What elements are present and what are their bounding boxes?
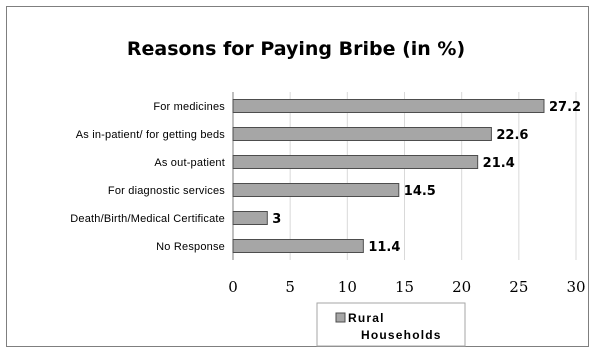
legend-label-line-2: Households xyxy=(361,328,442,342)
value-label: 3 xyxy=(272,212,281,227)
category-label: As in-patient/ for getting beds xyxy=(76,129,226,141)
bar xyxy=(232,211,268,225)
category-labels: For medicines As in-patient/ for getting … xyxy=(70,101,225,253)
legend-label-line-1: Rural xyxy=(348,311,385,325)
x-tick-label: 0 xyxy=(228,278,238,296)
bar xyxy=(232,155,479,169)
x-tick-label: 10 xyxy=(338,278,357,296)
category-label: No Response xyxy=(156,241,225,253)
category-label: For diagnostic services xyxy=(108,185,225,197)
bar xyxy=(232,239,364,253)
category-label: For medicines xyxy=(153,101,225,113)
value-label: 14.5 xyxy=(404,184,436,199)
gridlines xyxy=(232,92,577,260)
legend-swatch xyxy=(335,312,346,323)
legend-box xyxy=(316,302,466,347)
x-tick-label: 5 xyxy=(285,278,295,296)
value-label: 11.4 xyxy=(368,240,400,255)
category-label: As out-patient xyxy=(154,157,225,169)
x-tick-label: 30 xyxy=(566,278,585,296)
x-tick-label: 15 xyxy=(395,278,414,296)
value-label: 22.6 xyxy=(496,128,528,143)
bar xyxy=(232,183,400,197)
bar xyxy=(232,99,545,113)
chart-frame xyxy=(6,6,589,347)
chart-title: Reasons for Paying Bribe (in %) xyxy=(127,38,465,60)
x-axis-ticks: 0 5 10 15 20 25 30 xyxy=(228,278,585,296)
value-label: 21.4 xyxy=(483,156,515,171)
category-label: Death/Birth/Medical Certificate xyxy=(70,213,225,225)
value-label: 27.2 xyxy=(549,100,581,115)
x-tick-label: 20 xyxy=(452,278,471,296)
bar xyxy=(232,127,492,141)
x-tick-label: 25 xyxy=(509,278,528,296)
legend: Rural Households xyxy=(316,302,466,347)
value-labels: 27.2 22.6 21.4 14.5 3 11.4 xyxy=(272,100,581,255)
bars xyxy=(232,99,545,253)
